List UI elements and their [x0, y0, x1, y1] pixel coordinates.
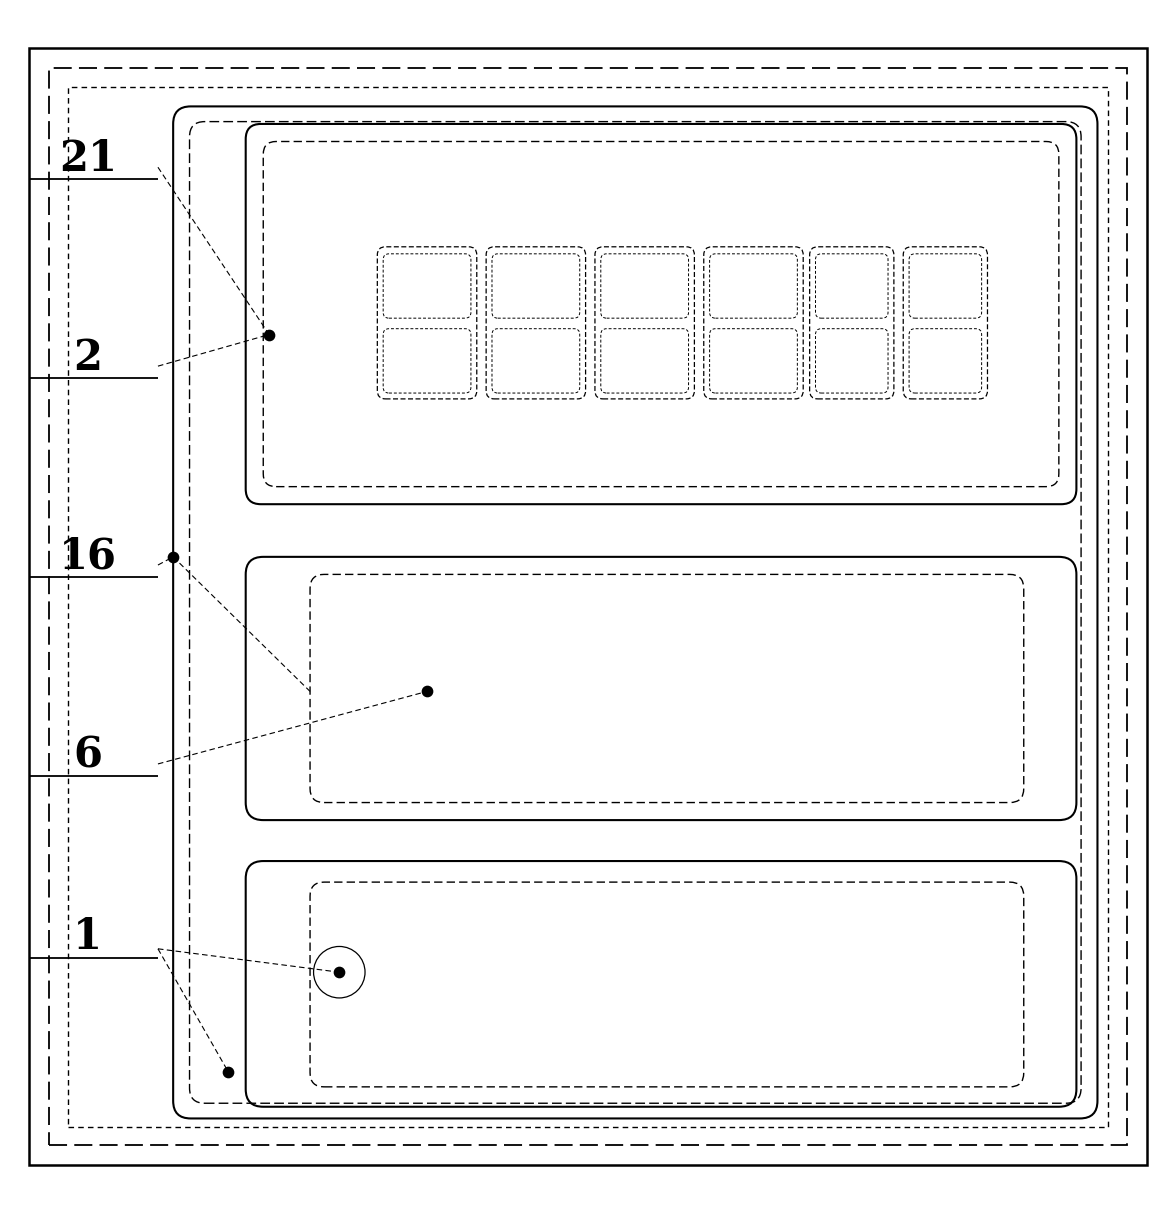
Point: [164, 547, 183, 567]
Point: [330, 963, 349, 983]
Bar: [68, 87, 1108, 1126]
Point: [260, 324, 278, 344]
Point: [418, 681, 436, 701]
Point: [219, 1062, 238, 1081]
Text: 1: 1: [74, 917, 102, 958]
Text: 6: 6: [74, 735, 102, 777]
Text: 16: 16: [58, 536, 117, 578]
Text: 2: 2: [74, 336, 102, 379]
Text: 21: 21: [58, 138, 117, 180]
